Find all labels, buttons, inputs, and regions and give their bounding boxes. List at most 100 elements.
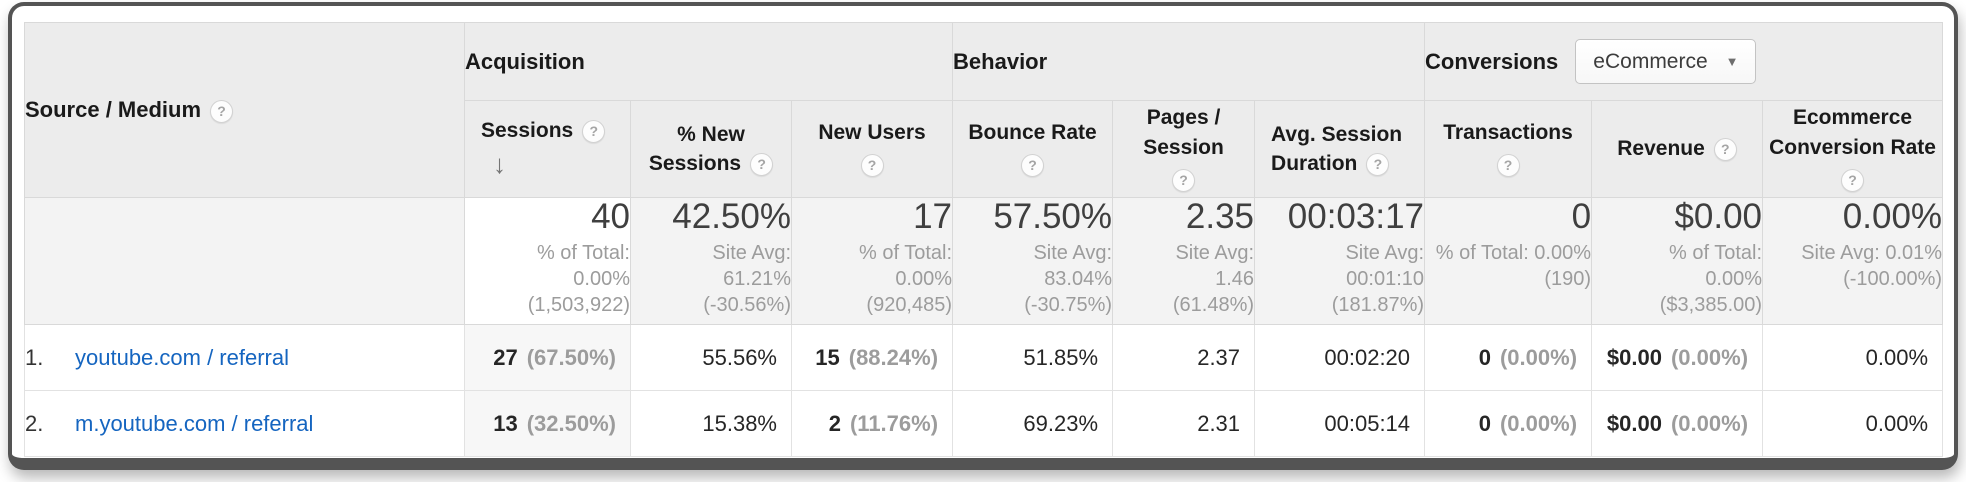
- help-icon[interactable]: ?: [1841, 169, 1865, 193]
- cell-value: 15: [815, 344, 840, 370]
- column-header-new-users[interactable]: New Users ?: [790, 100, 954, 198]
- help-icon[interactable]: ?: [750, 152, 774, 176]
- summary-subtext: % of Total: 0.00% (1,503,922): [527, 241, 630, 316]
- summary-sessions: 40 % of Total: 0.00% (1,503,922): [464, 197, 631, 325]
- column-header-label: Transactions: [1443, 121, 1573, 145]
- analytics-table: Source / Medium? Acquisition Behavior Co…: [24, 22, 1944, 457]
- column-header-revenue[interactable]: Revenue?: [1591, 100, 1764, 198]
- summary-subtext: Site Avg: 00:01:10 (181.87%): [1331, 241, 1425, 316]
- bounce-rate-cell: 51.85%: [952, 324, 1114, 391]
- help-icon[interactable]: ?: [1366, 152, 1390, 176]
- group-label: Conversions: [1425, 48, 1559, 74]
- summary-subtext: % of Total: 0.00% (190): [1435, 241, 1592, 290]
- column-header-pct-new-sessions[interactable]: % New Sessions?: [630, 100, 792, 198]
- cell-percent: (0.00%): [1499, 410, 1578, 436]
- column-header-source-medium[interactable]: Source / Medium?: [24, 22, 465, 198]
- summary-source-cell: [24, 197, 465, 325]
- row-rank: 2.: [25, 410, 44, 436]
- column-header-sessions[interactable]: Sessions ? ↓: [464, 100, 631, 198]
- summary-row: 40 % of Total: 0.00% (1,503,922) 42.50% …: [24, 197, 1944, 325]
- transactions-cell: 0 (0.00%): [1424, 390, 1593, 457]
- sessions-cell: 13 (32.50%): [464, 390, 631, 457]
- help-icon[interactable]: ?: [1172, 169, 1196, 193]
- cell-percent: (0.00%): [1670, 410, 1749, 436]
- dropdown-selected-value: eCommerce: [1593, 49, 1708, 73]
- column-header-bounce-rate[interactable]: Bounce Rate ?: [952, 100, 1114, 198]
- cell-percent: (88.24%): [848, 344, 939, 370]
- source-link[interactable]: youtube.com / referral: [75, 344, 289, 370]
- chevron-down-icon: ▼: [1725, 54, 1739, 69]
- summary-avg-session-duration: 00:03:17 Site Avg: 00:01:10 (181.87%): [1254, 197, 1426, 325]
- group-header-row: Source / Medium? Acquisition Behavior Co…: [24, 22, 1944, 198]
- help-icon[interactable]: ?: [860, 154, 884, 178]
- column-header-label: % New Sessions: [648, 122, 745, 175]
- source-cell: 2. m.youtube.com / referral: [24, 390, 465, 457]
- row-rank: 1.: [25, 344, 44, 370]
- cell-percent: (11.76%): [849, 410, 939, 436]
- column-header-pages-session[interactable]: Pages / Session ?: [1112, 100, 1256, 198]
- cell-value: 0.00%: [1865, 344, 1929, 370]
- summary-subtext: Site Avg: 61.21% (-30.56%): [703, 241, 791, 316]
- cell-percent: (0.00%): [1499, 344, 1578, 370]
- cell-value: 00:02:20: [1324, 344, 1411, 370]
- table-row: 2. m.youtube.com / referral 13 (32.50%) 15…: [24, 390, 1944, 457]
- cell-percent: (32.50%): [526, 410, 616, 436]
- column-header-label: New Users: [818, 121, 926, 145]
- column-header-ecommerce-conversion-rate[interactable]: Ecommerce Conversion Rate ?: [1762, 100, 1944, 198]
- source-cell: 1. youtube.com / referral: [24, 324, 465, 391]
- cell-value: $0.00: [1606, 410, 1662, 436]
- cell-value: 13: [493, 410, 518, 436]
- pages-session-cell: 2.37: [1112, 324, 1256, 391]
- summary-value: 40: [591, 197, 630, 236]
- source-link[interactable]: m.youtube.com / referral: [75, 410, 314, 436]
- cell-percent: (67.50%): [526, 344, 616, 370]
- summary-subtext: % of Total: 0.00% (920,485): [859, 241, 953, 316]
- summary-new-users: 17 % of Total: 0.00% (920,485): [790, 197, 954, 325]
- sort-descending-icon: ↓: [493, 148, 506, 179]
- help-icon[interactable]: ?: [1021, 154, 1045, 178]
- avg-session-duration-cell: 00:02:20: [1254, 324, 1426, 391]
- summary-value: 2.35: [1185, 197, 1255, 236]
- pct-new-sessions-cell: 55.56%: [630, 324, 792, 391]
- column-header-label: Avg. Session Duration: [1271, 122, 1403, 175]
- summary-subtext: % of Total: 0.00% ($3,385.00): [1659, 241, 1763, 316]
- column-header-avg-session-duration[interactable]: Avg. Session Duration?: [1254, 100, 1426, 198]
- revenue-cell: $0.00 (0.00%): [1591, 390, 1764, 457]
- help-icon[interactable]: ?: [1496, 154, 1520, 178]
- cell-value: 55.56%: [702, 344, 777, 370]
- cell-value: 2.31: [1197, 410, 1241, 436]
- cell-value: 2.37: [1197, 344, 1241, 370]
- new-users-cell: 2 (11.76%): [790, 390, 954, 457]
- summary-subtext: Site Avg: 83.04% (-30.75%): [1024, 241, 1113, 316]
- summary-value: 00:03:17: [1287, 197, 1425, 236]
- summary-revenue: $0.00 % of Total: 0.00% ($3,385.00): [1591, 197, 1764, 325]
- group-label: Acquisition: [465, 48, 585, 74]
- summary-value: 42.50%: [672, 197, 791, 236]
- pct-new-sessions-cell: 15.38%: [630, 390, 792, 457]
- cell-value: 0.00%: [1865, 410, 1929, 436]
- summary-value: 0: [1571, 197, 1592, 236]
- avg-session-duration-cell: 00:05:14: [1254, 390, 1426, 457]
- cell-value: 0: [1478, 344, 1491, 370]
- cell-value: $0.00: [1606, 344, 1662, 370]
- conversions-goal-dropdown[interactable]: eCommerce ▼: [1575, 39, 1756, 84]
- help-icon[interactable]: ?: [1713, 138, 1737, 162]
- summary-value: 0.00%: [1842, 197, 1943, 236]
- summary-pages-session: 2.35 Site Avg: 1.46 (61.48%): [1112, 197, 1256, 325]
- group-header-acquisition: Acquisition: [463, 22, 954, 101]
- column-header-transactions[interactable]: Transactions ?: [1424, 100, 1593, 198]
- summary-subtext: Site Avg: 0.01% (-100.00%): [1801, 241, 1943, 290]
- pages-session-cell: 2.31: [1112, 390, 1256, 457]
- summary-pct-new-sessions: 42.50% Site Avg: 61.21% (-30.56%): [630, 197, 792, 325]
- help-icon[interactable]: ?: [582, 120, 606, 144]
- ecommerce-conversion-rate-cell: 0.00%: [1762, 390, 1944, 457]
- column-header-label: Bounce Rate: [968, 121, 1097, 145]
- summary-value: 57.50%: [993, 197, 1113, 236]
- sessions-cell: 27 (67.50%): [464, 324, 631, 391]
- group-label: Behavior: [953, 48, 1048, 74]
- help-icon[interactable]: ?: [210, 99, 234, 123]
- cell-percent: (0.00%): [1670, 344, 1749, 370]
- ecommerce-conversion-rate-cell: 0.00%: [1762, 324, 1944, 391]
- cell-value: 0: [1478, 410, 1491, 436]
- column-header-row: Sessions ? ↓ % New Sessions? New Users ? B…: [25, 100, 1944, 198]
